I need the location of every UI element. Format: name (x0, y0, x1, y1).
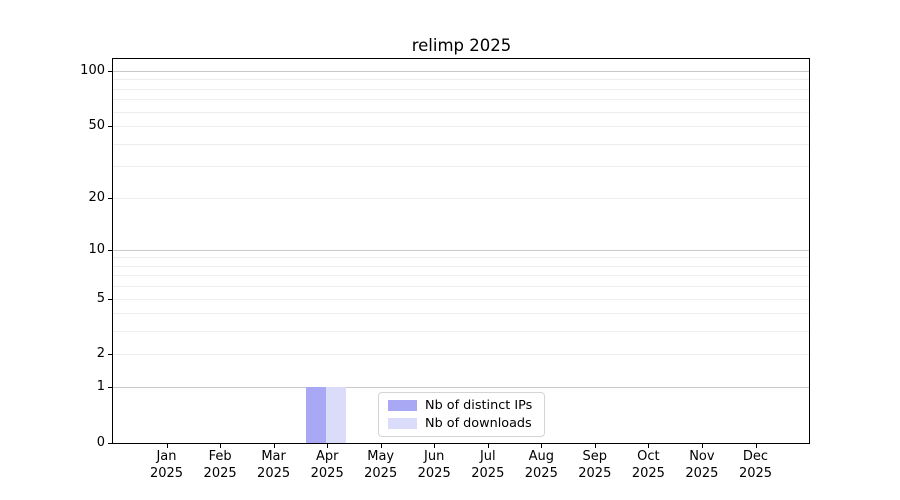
x-tick (327, 444, 329, 448)
x-tick-year: 2025 (524, 465, 558, 481)
gridline-minor (113, 79, 809, 81)
x-tick (434, 444, 436, 448)
x-tick-year: 2025 (738, 465, 773, 481)
gridline-minor (113, 126, 809, 127)
y-tick-label: 5 (96, 290, 105, 306)
gridline-minor (113, 331, 809, 333)
y-tick-label: 10 (88, 241, 105, 257)
x-tick-month: Sep (582, 449, 608, 464)
x-tick-label: Feb 2025 (177, 449, 263, 482)
legend-label-downloads: Nb of downloads (425, 416, 532, 431)
x-tick-month: Jun (424, 449, 445, 464)
x-tick-month: May (367, 449, 395, 464)
gridline-major (113, 249, 809, 251)
y-tick-label: 20 (88, 189, 105, 205)
legend: Nb of distinct IPs Nb of downloads (378, 392, 545, 437)
y-tick (108, 443, 112, 444)
bar-distinct-ips-3 (306, 387, 327, 443)
legend-label-distinct-ips: Nb of distinct IPs (425, 398, 533, 413)
x-tick-month: Oct (637, 449, 660, 464)
y-tick (108, 299, 112, 300)
gridline-minor (113, 265, 809, 267)
y-tick (108, 198, 112, 199)
x-tick-label: Jan 2025 (124, 449, 210, 482)
x-tick-year: 2025 (578, 465, 612, 481)
y-tick-label: 2 (96, 346, 105, 362)
gridline-major (113, 70, 809, 72)
legend-swatch-distinct-ips (388, 400, 417, 411)
x-tick-label: Sep 2025 (552, 449, 638, 482)
x-tick-label: Oct 2025 (605, 449, 691, 482)
x-tick-year: 2025 (364, 465, 398, 481)
gridline-minor (113, 313, 809, 315)
x-tick-year: 2025 (685, 465, 719, 481)
x-tick-month: Nov (689, 449, 715, 464)
x-tick-month: Jan (156, 449, 177, 464)
x-tick-year: 2025 (310, 465, 344, 481)
gridline-minor (113, 166, 809, 168)
x-tick-label: Apr 2025 (284, 449, 370, 482)
x-tick-year: 2025 (631, 465, 665, 481)
x-tick (166, 444, 168, 448)
x-tick (273, 444, 275, 448)
gridline-minor (113, 286, 809, 288)
x-tick-label: Dec 2025 (713, 449, 799, 482)
x-tick-month: Mar (261, 449, 286, 464)
x-tick-label: Nov 2025 (659, 449, 745, 482)
legend-item-distinct-ips: Nb of distinct IPs (388, 398, 535, 413)
gridline-minor (113, 99, 809, 101)
x-tick (220, 444, 222, 448)
gridline-minor (113, 88, 809, 90)
legend-swatch-downloads (388, 418, 417, 429)
y-tick (108, 71, 112, 72)
x-tick-month: Aug (528, 449, 554, 464)
gridline-minor (113, 111, 809, 113)
x-tick-year: 2025 (257, 465, 291, 481)
x-tick-label: May 2025 (338, 449, 424, 482)
y-tick-label: 0 (96, 435, 105, 450)
y-tick-label: 50 (88, 118, 105, 133)
x-tick-year: 2025 (149, 465, 184, 481)
gridline-minor (113, 257, 809, 259)
x-tick (541, 444, 543, 448)
gridline-minor (113, 298, 809, 300)
gridline-minor (113, 143, 809, 145)
x-tick (755, 444, 757, 448)
x-tick (380, 444, 382, 448)
x-tick-label: Mar 2025 (231, 449, 317, 482)
gridline-minor (113, 197, 809, 199)
x-tick-label: Aug 2025 (498, 449, 584, 482)
x-tick (487, 444, 489, 448)
y-tick (108, 126, 112, 127)
y-tick-label: 1 (96, 379, 105, 395)
x-tick-year: 2025 (417, 465, 451, 481)
chart-title: relimp 2025 (411, 36, 512, 55)
bar-downloads-3 (326, 387, 347, 443)
legend-item-downloads: Nb of downloads (388, 416, 535, 431)
y-tick-label: 100 (80, 62, 105, 78)
y-tick (108, 250, 112, 251)
plot-area (112, 58, 810, 444)
gridline-minor (113, 275, 809, 277)
x-tick-month: Apr (315, 449, 339, 464)
x-tick-month: Feb (208, 449, 232, 464)
x-tick (701, 444, 703, 448)
x-tick-label: Jun 2025 (391, 449, 477, 482)
x-tick-month: Dec (742, 449, 769, 464)
y-tick (108, 387, 112, 388)
x-tick-label: Jul 2025 (445, 449, 531, 482)
x-tick-year: 2025 (471, 465, 505, 481)
gridline-major (113, 387, 809, 389)
x-tick-year: 2025 (203, 465, 237, 481)
y-tick (108, 354, 112, 355)
x-tick (648, 444, 650, 448)
gridline-minor (113, 354, 809, 356)
x-tick-month: Jul (479, 449, 496, 464)
x-tick (594, 444, 596, 448)
